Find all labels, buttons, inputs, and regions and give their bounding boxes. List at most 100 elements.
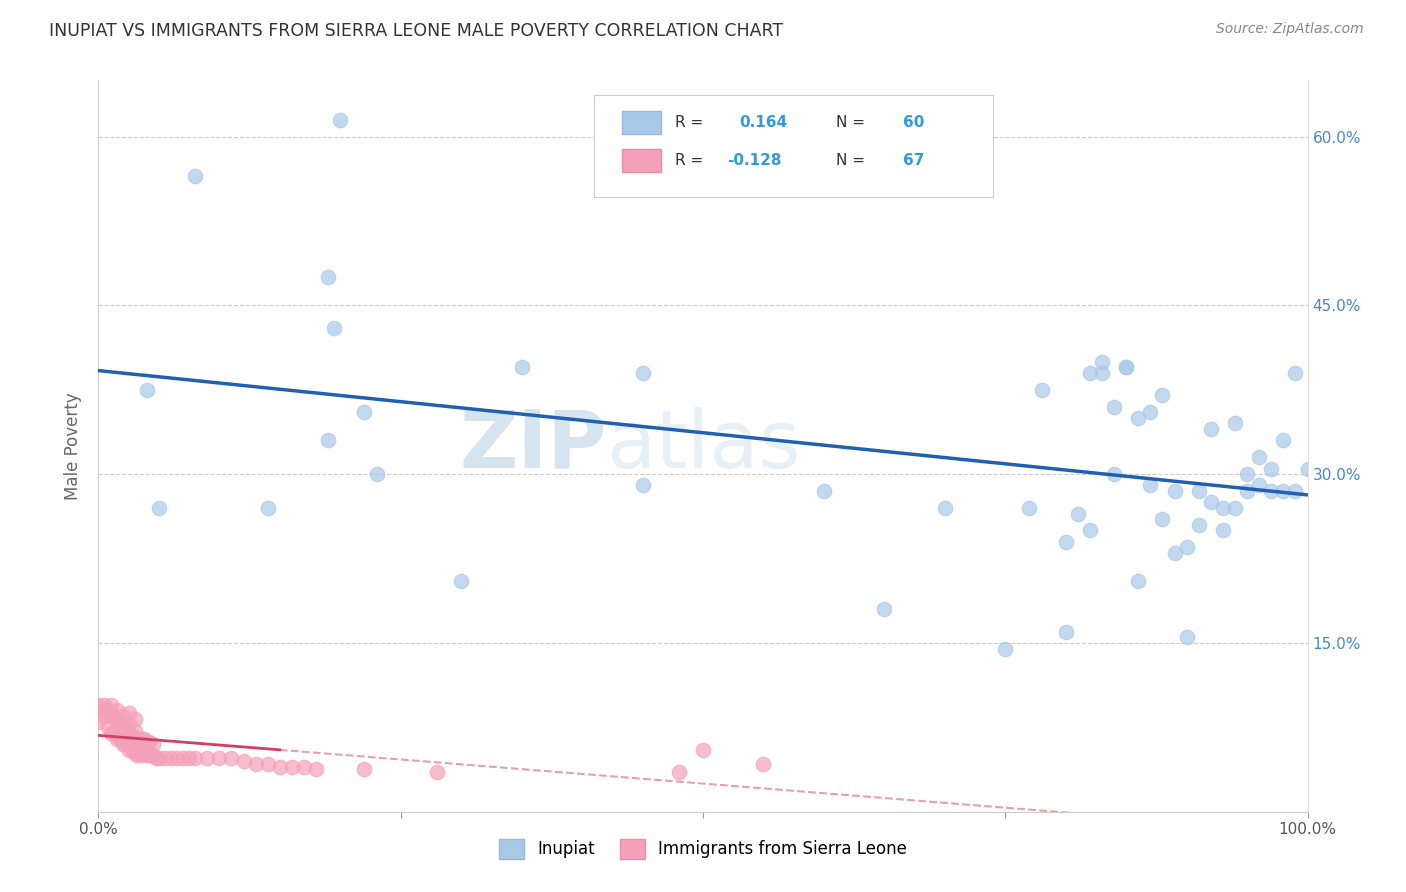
Text: R =: R = <box>675 153 709 169</box>
Point <box>1128 574 1150 588</box>
Point <box>692 743 714 757</box>
Point <box>269 760 291 774</box>
Point <box>105 714 128 729</box>
Point <box>292 760 315 774</box>
Point <box>121 743 143 757</box>
Point <box>135 748 157 763</box>
FancyBboxPatch shape <box>621 149 661 172</box>
Point <box>329 112 352 127</box>
FancyBboxPatch shape <box>595 95 993 197</box>
Point <box>668 765 690 780</box>
Point <box>281 760 304 774</box>
Point <box>1284 366 1306 380</box>
Point <box>105 731 128 746</box>
Point <box>450 574 472 588</box>
Point <box>426 765 449 780</box>
Point <box>135 383 157 397</box>
Point <box>127 748 149 763</box>
Point <box>124 713 146 727</box>
Point <box>1018 500 1040 515</box>
Text: atlas: atlas <box>606 407 800 485</box>
Point <box>232 754 254 768</box>
Point <box>1115 360 1137 375</box>
Point <box>93 709 115 723</box>
Point <box>221 750 243 764</box>
Legend: Inupiat, Immigrants from Sierra Leone: Inupiat, Immigrants from Sierra Leone <box>492 832 914 865</box>
Point <box>160 750 183 764</box>
Point <box>256 500 278 515</box>
Point <box>1091 354 1114 368</box>
Point <box>148 750 170 764</box>
Point <box>631 478 654 492</box>
Point <box>1152 388 1174 402</box>
Point <box>1212 500 1234 515</box>
Point <box>245 757 267 772</box>
Point <box>813 483 835 498</box>
Point <box>127 731 149 746</box>
Point <box>1139 478 1161 492</box>
Point <box>148 500 170 515</box>
Point <box>1115 360 1137 375</box>
Point <box>1212 524 1234 538</box>
Point <box>1078 366 1101 380</box>
Text: N =: N = <box>837 115 870 130</box>
Point <box>101 709 124 723</box>
Point <box>1091 366 1114 380</box>
Point <box>1067 507 1090 521</box>
Point <box>1296 461 1319 475</box>
Point <box>1249 478 1271 492</box>
Point <box>1223 500 1246 515</box>
Point <box>1249 450 1271 465</box>
Point <box>93 703 115 717</box>
Point <box>1199 422 1222 436</box>
Text: -0.128: -0.128 <box>727 153 782 169</box>
Point <box>100 709 122 723</box>
Point <box>256 757 278 772</box>
Point <box>1272 483 1295 498</box>
Point <box>105 703 128 717</box>
Point <box>142 748 165 763</box>
Point <box>1163 546 1185 560</box>
Point <box>1188 517 1211 532</box>
Text: 60: 60 <box>903 115 924 130</box>
Point <box>1054 534 1077 549</box>
Y-axis label: Male Poverty: Male Poverty <box>65 392 83 500</box>
Point <box>184 750 207 764</box>
Point <box>118 706 141 720</box>
Point <box>153 750 176 764</box>
Point <box>195 750 218 764</box>
Point <box>366 467 388 482</box>
Point <box>1260 461 1282 475</box>
Text: 67: 67 <box>903 153 924 169</box>
Point <box>631 366 654 380</box>
Point <box>1078 524 1101 538</box>
Point <box>1236 483 1258 498</box>
Text: Source: ZipAtlas.com: Source: ZipAtlas.com <box>1216 22 1364 37</box>
Point <box>1175 541 1198 555</box>
Point <box>129 748 152 763</box>
Point <box>138 735 160 749</box>
Point <box>135 735 157 749</box>
Point <box>134 731 156 746</box>
Point <box>1272 434 1295 448</box>
Text: N =: N = <box>837 153 870 169</box>
Point <box>101 726 124 740</box>
Point <box>1102 400 1125 414</box>
Point <box>353 405 375 419</box>
Point <box>118 717 141 731</box>
Point <box>97 703 120 717</box>
Point <box>111 723 134 738</box>
Point <box>111 709 134 723</box>
Point <box>752 757 775 772</box>
Point <box>1054 624 1077 639</box>
Point <box>124 746 146 760</box>
Point <box>316 434 339 448</box>
Point <box>510 360 533 375</box>
Point <box>873 602 896 616</box>
Text: ZIP: ZIP <box>458 407 606 485</box>
Point <box>353 762 375 776</box>
Text: INUPIAT VS IMMIGRANTS FROM SIERRA LEONE MALE POVERTY CORRELATION CHART: INUPIAT VS IMMIGRANTS FROM SIERRA LEONE … <box>49 22 783 40</box>
Point <box>100 698 122 712</box>
Point <box>316 270 339 285</box>
Point <box>1260 483 1282 498</box>
